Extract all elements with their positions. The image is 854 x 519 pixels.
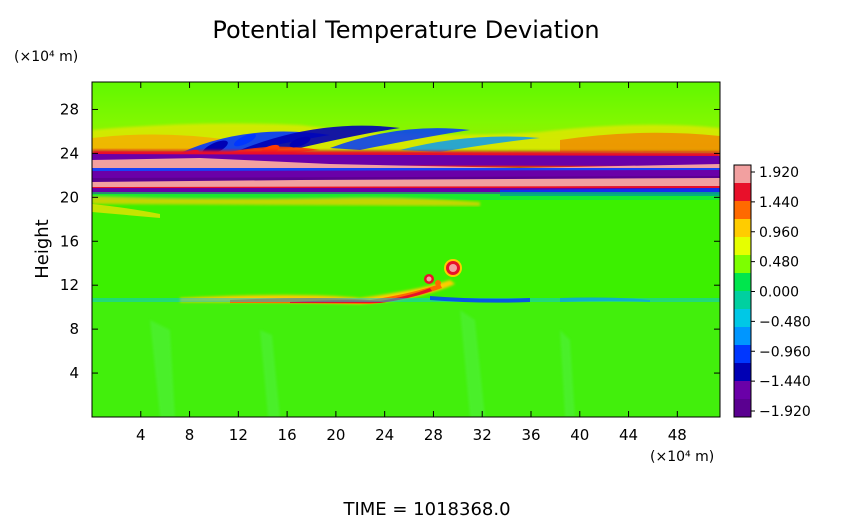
y-tick-label: 12 <box>60 276 79 294</box>
colorbar-swatch <box>734 183 751 202</box>
colorbar-label: 0.000 <box>759 285 799 301</box>
colorbar: 1.920 1.440 0.960 0.480 0.000 −0.480 −0.960 −1.… <box>733 164 811 420</box>
colorbar-label: −0.960 <box>759 344 811 360</box>
colorbar-swatch <box>734 273 751 292</box>
colorbar-swatch <box>734 165 751 184</box>
colorbar-swatch <box>734 237 751 256</box>
chart-title: Potential Temperature Deviation <box>212 16 599 44</box>
colorbar-swatch <box>734 291 751 310</box>
colorbar-label: −1.440 <box>759 374 811 390</box>
colorbar-swatch <box>734 201 751 220</box>
warm-blob <box>424 259 462 286</box>
x-tick-label: 16 <box>278 426 297 444</box>
x-tick-label: 8 <box>185 426 195 444</box>
colorbar-swatch <box>734 219 751 238</box>
y-axis-label: Height <box>32 219 53 279</box>
colorbar-swatch <box>734 381 751 400</box>
colorbar-swatch <box>734 399 751 418</box>
y-tick-label: 16 <box>60 232 79 250</box>
colorbar-label: −1.920 <box>759 404 811 420</box>
colorbar-swatch <box>734 327 751 346</box>
colorbar-label: 1.920 <box>759 165 799 181</box>
colorbar-label: 0.480 <box>759 255 799 271</box>
x-tick-label: 40 <box>570 426 589 444</box>
y-tick-label: 4 <box>69 364 79 382</box>
x-axis: 4 8 12 16 20 24 28 32 36 40 44 48 <box>136 82 687 444</box>
colorbar-swatch <box>734 255 751 274</box>
y-tick-label: 8 <box>69 320 79 338</box>
time-label: TIME = 1018368.0 <box>342 499 510 519</box>
colorbar-label: 1.440 <box>759 195 799 211</box>
y-tick-label: 28 <box>60 100 79 118</box>
colorbar-label: 0.960 <box>759 225 799 241</box>
y-tick-label: 24 <box>60 144 79 162</box>
x-tick-label: 24 <box>375 426 394 444</box>
colorbar-swatch <box>734 363 751 382</box>
x-tick-label: 36 <box>521 426 540 444</box>
colorbar-swatch <box>734 345 751 364</box>
x-tick-label: 12 <box>229 426 248 444</box>
x-tick-label: 20 <box>326 426 345 444</box>
y-tick-label: 20 <box>60 188 79 206</box>
plot-frame <box>91 81 721 418</box>
x-axis-unit: (×10⁴ m) <box>650 449 714 465</box>
colorbar-swatch <box>734 309 751 328</box>
y-axis-unit: (×10⁴ m) <box>14 49 78 65</box>
x-tick-label: 28 <box>424 426 443 444</box>
x-tick-label: 4 <box>136 426 146 444</box>
x-tick-label: 44 <box>619 426 638 444</box>
x-tick-label: 48 <box>668 426 687 444</box>
warm-layer <box>92 280 720 304</box>
main-band <box>92 150 720 218</box>
colorbar-label: −0.480 <box>759 314 811 330</box>
x-tick-label: 32 <box>473 426 492 444</box>
y-axis: 4 8 12 16 20 24 28 <box>60 100 720 382</box>
heatmap-field <box>92 82 720 417</box>
